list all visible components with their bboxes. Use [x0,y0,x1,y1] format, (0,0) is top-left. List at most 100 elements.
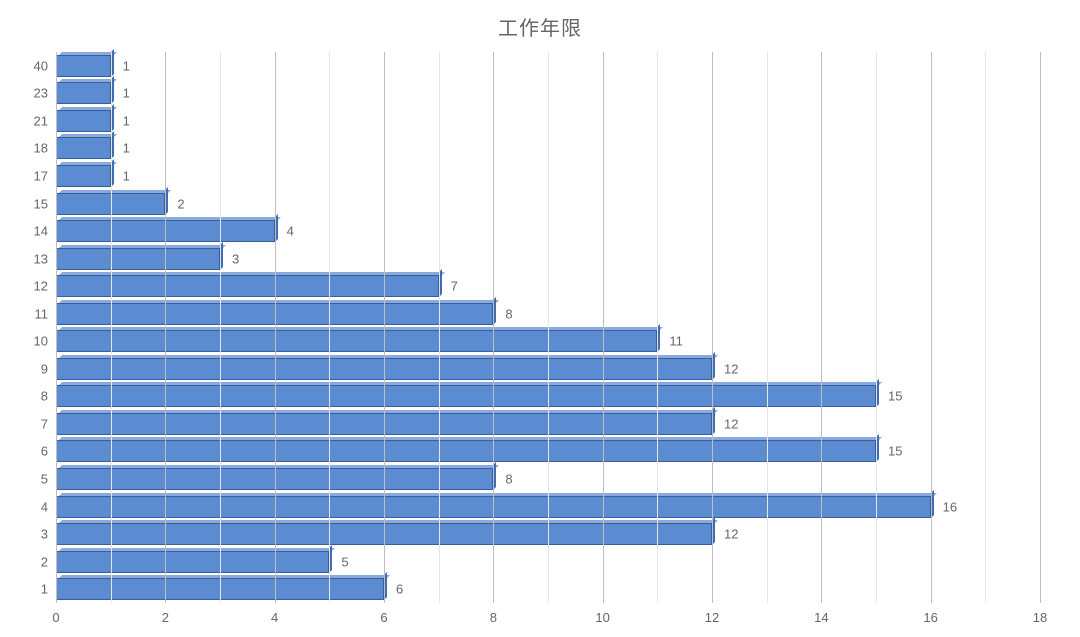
bar-value-label: 2 [165,196,184,211]
bar-value-label: 15 [876,444,902,459]
gridline-minor [111,52,112,603]
gridline-minor [439,52,440,603]
bar: 15 [56,440,876,462]
gridline-major [1040,52,1041,603]
y-tick-label: 5 [8,472,56,487]
bar-bevel-top [59,355,718,358]
bar-value-label: 1 [111,168,130,183]
chart-container: 工作年限 40123121118117115214413312711810119… [0,0,1080,637]
x-tick-label: 6 [380,610,387,625]
y-tick-label: 6 [8,444,56,459]
gridline-major [56,52,57,603]
bar-face [56,330,657,352]
bar: 1 [56,137,111,159]
bar-bevel-top [59,382,882,385]
y-tick-label: 13 [8,251,56,266]
gridline-major [493,52,494,603]
bar-bevel-top [59,217,281,220]
bar-value-label: 11 [657,334,683,349]
bar: 5 [56,551,329,573]
y-tick-label: 7 [8,416,56,431]
x-tick-label: 14 [814,610,828,625]
gridline-minor [657,52,658,603]
y-tick-label: 3 [8,527,56,542]
bar: 15 [56,385,876,407]
x-tick-label: 0 [52,610,59,625]
x-tick-label: 10 [595,610,609,625]
x-tick-label: 16 [923,610,937,625]
x-tick-label: 18 [1033,610,1047,625]
bar-bevel-top [59,162,117,165]
bar: 7 [56,275,439,297]
x-tick-label: 12 [705,610,719,625]
x-tick-label: 2 [162,610,169,625]
bar: 1 [56,55,111,77]
gridline-major [384,52,385,603]
bar-bevel-top [59,327,663,330]
x-tick-label: 8 [490,610,497,625]
gridline-major [821,52,822,603]
bar-value-label: 4 [275,224,294,239]
y-tick-label: 11 [8,306,56,321]
bar-value-label: 16 [931,499,957,514]
y-tick-label: 4 [8,499,56,514]
gridline-major [165,52,166,603]
bar-value-label: 1 [111,113,130,128]
bar-value-label: 12 [712,416,738,431]
bar-value-label: 15 [876,389,902,404]
bar-value-label: 8 [493,306,512,321]
bar-face [56,82,111,104]
bar-value-label: 12 [712,361,738,376]
bar-bevel-top [59,520,718,523]
y-tick-label: 1 [8,582,56,597]
y-tick-label: 2 [8,554,56,569]
bar-face [56,385,876,407]
bar: 1 [56,82,111,104]
y-tick-label: 8 [8,389,56,404]
bar-bevel-top [59,437,882,440]
bar-bevel-top [59,245,226,248]
bar-value-label: 1 [111,86,130,101]
y-tick-label: 23 [8,86,56,101]
gridline-major [931,52,932,603]
chart-title: 工作年限 [0,12,1080,41]
y-tick-label: 21 [8,113,56,128]
bar-face [56,551,329,573]
gridline-minor [767,52,768,603]
bar-bevel-top [59,79,117,82]
bar-value-label: 6 [384,582,403,597]
bar-bevel-top [59,134,117,137]
y-tick-label: 9 [8,361,56,376]
bar-bevel-top [59,300,499,303]
bar-bevel-top [59,272,445,275]
bar-face [56,275,439,297]
y-tick-label: 18 [8,141,56,156]
bar-bevel-top [59,548,335,551]
bar-bevel-top [59,190,171,193]
bar-value-label: 1 [111,141,130,156]
gridline-minor [876,52,877,603]
y-tick-label: 40 [8,58,56,73]
y-tick-label: 10 [8,334,56,349]
bar-bevel-top [59,410,718,413]
bar-value-label: 12 [712,527,738,542]
y-tick-label: 12 [8,279,56,294]
y-tick-label: 17 [8,168,56,183]
gridline-minor [220,52,221,603]
bar-face [56,137,111,159]
gridline-major [603,52,604,603]
bar: 3 [56,248,220,270]
bar: 1 [56,110,111,132]
bar-face [56,440,876,462]
x-tick-label: 4 [271,610,278,625]
y-tick-label: 14 [8,224,56,239]
gridline-minor [329,52,330,603]
gridline-major [275,52,276,603]
bar-face [56,55,111,77]
bar: 11 [56,330,657,352]
bar-bevel-top [59,107,117,110]
bar-value-label: 3 [220,251,239,266]
bar-face [56,248,220,270]
plot-area: 4012312111811711521441331271181011912815… [56,52,1040,603]
bar-bevel-top [59,575,390,578]
